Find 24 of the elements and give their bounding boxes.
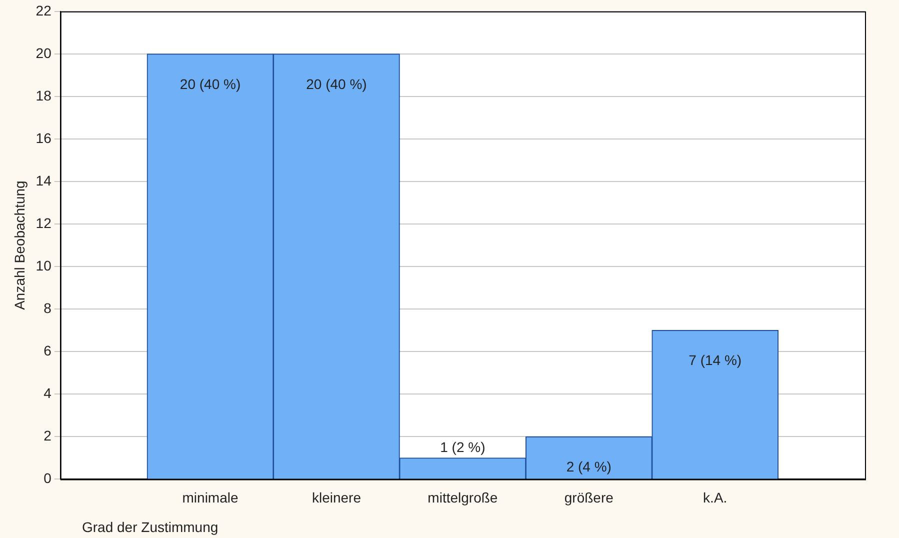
y-tick-label: 16 [36, 130, 52, 146]
data-label: 20 (40 %) [306, 76, 367, 92]
x-tick-label: k.A. [703, 489, 728, 506]
data-label: 7 (14 %) [688, 352, 742, 368]
y-tick-label: 18 [36, 87, 52, 104]
y-tick-label: 12 [36, 214, 52, 231]
y-tick-label: 4 [44, 385, 52, 402]
data-label: 20 (40 %) [180, 76, 241, 92]
y-tick-label: 8 [44, 300, 52, 316]
x-tick-label: mittelgroße [428, 489, 498, 506]
y-axis-title: Anzahl Beobachtung [11, 180, 28, 310]
y-tick-label: 2 [44, 428, 52, 444]
x-tick-label: größere [564, 489, 614, 506]
y-tick-label: 20 [36, 44, 52, 61]
y-tick-label: 10 [36, 257, 52, 274]
x-tick-label: minimale [182, 489, 238, 506]
y-tick-label: 14 [36, 172, 52, 188]
data-label: 2 (4 %) [566, 458, 612, 475]
y-tick-label: 0 [44, 470, 52, 486]
x-tick-label: kleinere [312, 489, 362, 506]
data-label: 1 (2 %) [440, 438, 486, 455]
x-axis-title: Grad der Zustimmung [82, 518, 218, 535]
y-tick-label: 22 [36, 2, 52, 18]
y-tick-label: 6 [44, 342, 52, 358]
